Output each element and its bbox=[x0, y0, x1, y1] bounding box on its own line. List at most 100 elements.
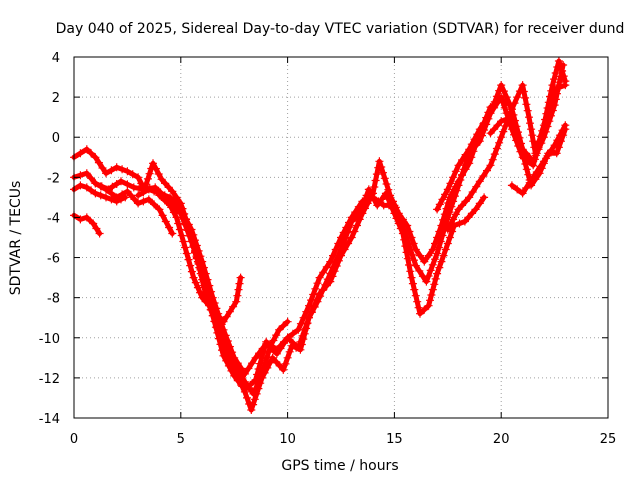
data-point-marker bbox=[428, 260, 437, 269]
series-markers bbox=[486, 113, 570, 190]
data-point-marker bbox=[145, 169, 154, 178]
data-point-marker bbox=[384, 185, 393, 194]
data-point-marker bbox=[150, 200, 159, 209]
data-point-marker bbox=[315, 289, 324, 298]
data-point-marker bbox=[520, 154, 528, 163]
data-point-marker bbox=[448, 227, 457, 236]
data-point-marker bbox=[382, 180, 391, 188]
data-point-marker bbox=[194, 246, 203, 255]
data-point-marker bbox=[434, 243, 443, 252]
data-point-marker bbox=[435, 263, 444, 272]
data-point-marker bbox=[509, 119, 518, 128]
data-point-marker bbox=[424, 301, 433, 310]
data-point-marker bbox=[458, 170, 466, 179]
data-point-marker bbox=[358, 209, 367, 218]
data-point-marker bbox=[184, 220, 193, 229]
data-point-marker bbox=[118, 165, 127, 174]
data-point-marker bbox=[467, 140, 476, 149]
data-point-marker bbox=[490, 125, 499, 134]
data-point-marker bbox=[244, 364, 253, 373]
data-point-marker bbox=[211, 323, 220, 332]
data-point-marker bbox=[527, 125, 536, 134]
data-point-marker bbox=[529, 161, 538, 170]
data-point-marker bbox=[130, 195, 139, 204]
data-point-marker bbox=[555, 83, 564, 92]
series-markers bbox=[507, 121, 570, 198]
data-point-marker bbox=[237, 364, 246, 373]
data-point-marker bbox=[443, 213, 452, 222]
data-point-marker bbox=[480, 193, 489, 202]
data-point-marker bbox=[112, 197, 121, 206]
data-point-marker bbox=[276, 344, 285, 353]
data-point-marker bbox=[451, 210, 460, 219]
data-point-marker bbox=[258, 373, 266, 382]
data-point-marker bbox=[112, 163, 121, 172]
data-point-marker bbox=[283, 317, 292, 326]
data-point-marker bbox=[182, 215, 191, 224]
data-point-marker bbox=[340, 245, 349, 254]
data-point-marker bbox=[443, 225, 452, 234]
data-point-marker bbox=[554, 57, 563, 65]
data-point-marker bbox=[76, 181, 85, 190]
data-point-marker bbox=[375, 157, 384, 166]
data-point-marker bbox=[102, 193, 110, 202]
data-point-marker bbox=[483, 166, 491, 175]
data-point-marker bbox=[144, 195, 153, 204]
data-point-marker bbox=[486, 129, 495, 138]
data-point-marker bbox=[235, 279, 244, 288]
data-point-marker bbox=[123, 167, 132, 176]
data-point-marker bbox=[363, 195, 372, 204]
data-point-marker bbox=[456, 176, 465, 184]
data-point-marker bbox=[449, 197, 458, 206]
data-point-marker bbox=[221, 331, 230, 340]
data-point-marker bbox=[408, 250, 417, 259]
data-point-marker bbox=[451, 167, 460, 176]
series-markers bbox=[155, 95, 514, 394]
data-point-marker bbox=[234, 285, 243, 294]
data-point-marker bbox=[561, 81, 570, 90]
data-point-marker bbox=[82, 169, 91, 178]
data-point-marker bbox=[252, 389, 261, 398]
data-point-marker bbox=[416, 309, 424, 318]
data-point-marker bbox=[179, 210, 188, 219]
data-point-marker bbox=[372, 170, 381, 179]
data-point-marker bbox=[554, 143, 563, 152]
data-point-marker bbox=[184, 255, 193, 264]
data-point-marker bbox=[192, 241, 201, 250]
data-point-marker bbox=[443, 185, 452, 194]
data-point-marker bbox=[435, 200, 444, 209]
data-point-marker bbox=[160, 196, 169, 205]
data-point-marker bbox=[550, 75, 559, 84]
data-point-marker bbox=[438, 195, 447, 204]
data-point-marker bbox=[342, 223, 351, 232]
x-tick-label: 25 bbox=[600, 432, 617, 447]
data-point-marker bbox=[230, 371, 239, 380]
data-point-marker bbox=[219, 325, 228, 334]
data-point-marker bbox=[552, 149, 561, 158]
x-tick-label: 5 bbox=[177, 432, 185, 447]
y-axis-label: SDTVAR / TECUs bbox=[8, 181, 24, 296]
data-point-marker bbox=[361, 204, 369, 213]
data-point-marker bbox=[355, 215, 364, 224]
data-point-marker bbox=[253, 370, 262, 379]
data-point-marker bbox=[441, 190, 450, 199]
data-point-marker bbox=[459, 165, 468, 174]
data-point-marker bbox=[219, 351, 228, 360]
x-tick-label: 20 bbox=[493, 432, 510, 447]
data-point-marker bbox=[203, 275, 212, 284]
data-point-marker bbox=[189, 230, 198, 239]
data-point-marker bbox=[436, 237, 445, 246]
data-point-marker bbox=[91, 153, 100, 162]
data-point-marker bbox=[240, 385, 249, 394]
data-point-marker bbox=[473, 130, 482, 139]
data-point-marker bbox=[281, 359, 290, 368]
data-point-marker bbox=[307, 296, 316, 305]
data-point-marker bbox=[475, 125, 484, 134]
y-tick-label: -6 bbox=[47, 252, 60, 267]
data-point-marker bbox=[214, 309, 223, 318]
data-point-marker bbox=[450, 192, 459, 201]
data-point-marker bbox=[416, 251, 424, 260]
data-point-marker bbox=[433, 205, 442, 214]
data-point-marker bbox=[347, 213, 356, 222]
